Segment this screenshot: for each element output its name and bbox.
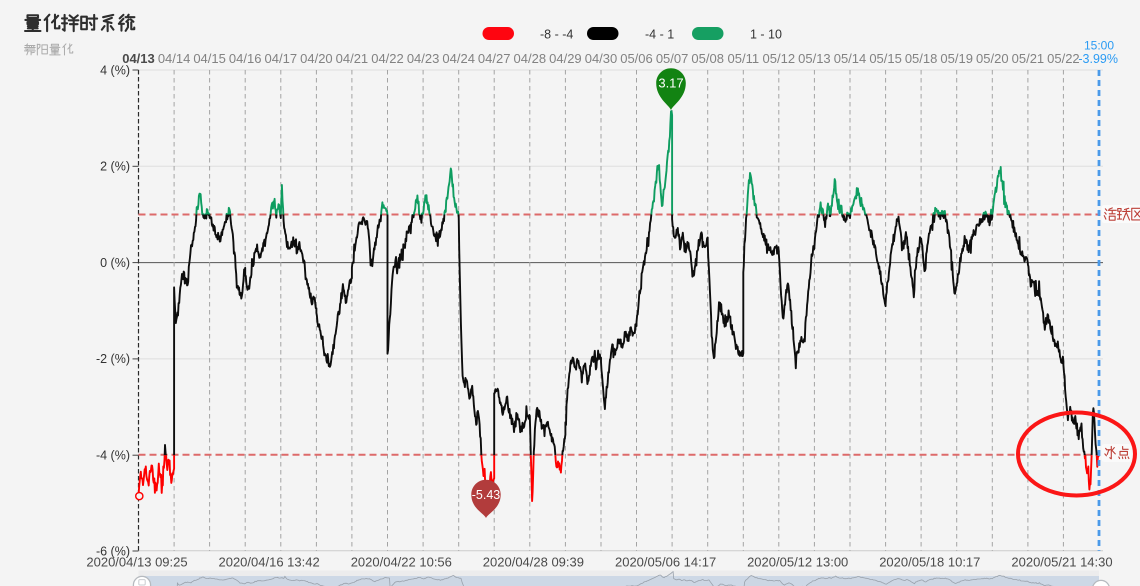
svg-text:3.17: 3.17 bbox=[658, 76, 683, 91]
svg-text:2020/05/06 14:17: 2020/05/06 14:17 bbox=[615, 555, 716, 570]
svg-text:05/08: 05/08 bbox=[691, 51, 724, 66]
svg-text:-8 - -4: -8 - -4 bbox=[540, 28, 573, 42]
svg-text:05/14: 05/14 bbox=[834, 51, 867, 66]
svg-text:05/13: 05/13 bbox=[798, 51, 831, 66]
svg-text:04/21: 04/21 bbox=[336, 51, 369, 66]
svg-text:04/23: 04/23 bbox=[407, 51, 440, 66]
svg-text:2020/04/28 09:39: 2020/04/28 09:39 bbox=[483, 555, 584, 570]
svg-text:04/27: 04/27 bbox=[478, 51, 511, 66]
svg-text:04/17: 04/17 bbox=[265, 51, 298, 66]
svg-text:-4 (%): -4 (%) bbox=[96, 449, 130, 463]
svg-text:05/21: 05/21 bbox=[1012, 51, 1045, 66]
svg-text:04/29: 04/29 bbox=[549, 51, 582, 66]
svg-text:04/28: 04/28 bbox=[514, 51, 547, 66]
svg-text:2020/05/18 10:17: 2020/05/18 10:17 bbox=[879, 555, 980, 570]
svg-text:-2 (%): -2 (%) bbox=[96, 352, 130, 366]
svg-text:2020/04/16 13:42: 2020/04/16 13:42 bbox=[218, 555, 319, 570]
svg-text:05/20: 05/20 bbox=[976, 51, 1009, 66]
svg-text:04/14: 04/14 bbox=[158, 51, 191, 66]
svg-text:-5.43: -5.43 bbox=[472, 488, 501, 502]
svg-text:05/22: 05/22 bbox=[1047, 51, 1080, 66]
svg-text:04/16: 04/16 bbox=[229, 51, 262, 66]
svg-text:05/15: 05/15 bbox=[869, 51, 902, 66]
svg-text:05/06: 05/06 bbox=[620, 51, 653, 66]
svg-text:0 (%): 0 (%) bbox=[100, 256, 130, 270]
svg-text:2020/05/12 13:00: 2020/05/12 13:00 bbox=[747, 555, 848, 570]
svg-text:2020/05/21 14:30: 2020/05/21 14:30 bbox=[1011, 555, 1112, 570]
svg-text:04/24: 04/24 bbox=[442, 51, 475, 66]
svg-text:05/19: 05/19 bbox=[940, 51, 973, 66]
svg-text:05/12: 05/12 bbox=[763, 51, 796, 66]
svg-text:05/07: 05/07 bbox=[656, 51, 689, 66]
svg-text:2 (%): 2 (%) bbox=[100, 160, 130, 174]
svg-text:04/20: 04/20 bbox=[300, 51, 333, 66]
svg-text:-3.99%: -3.99% bbox=[1078, 52, 1118, 66]
svg-text:04/15: 04/15 bbox=[193, 51, 226, 66]
svg-text:05/18: 05/18 bbox=[905, 51, 938, 66]
svg-text:2020/04/13 09:25: 2020/04/13 09:25 bbox=[86, 555, 187, 570]
svg-text:-6 (%): -6 (%) bbox=[96, 544, 130, 558]
svg-text:4 (%): 4 (%) bbox=[100, 63, 130, 77]
svg-text:2020/04/22 10:56: 2020/04/22 10:56 bbox=[351, 555, 452, 570]
svg-text:-4 - 1: -4 - 1 bbox=[645, 28, 674, 42]
svg-text:1 - 10: 1 - 10 bbox=[750, 28, 782, 42]
svg-text:04/13: 04/13 bbox=[122, 51, 155, 66]
svg-text:05/11: 05/11 bbox=[728, 51, 760, 66]
svg-text:04/22: 04/22 bbox=[371, 51, 404, 66]
svg-text:04/30: 04/30 bbox=[585, 51, 618, 66]
svg-text:15:00: 15:00 bbox=[1084, 39, 1114, 53]
